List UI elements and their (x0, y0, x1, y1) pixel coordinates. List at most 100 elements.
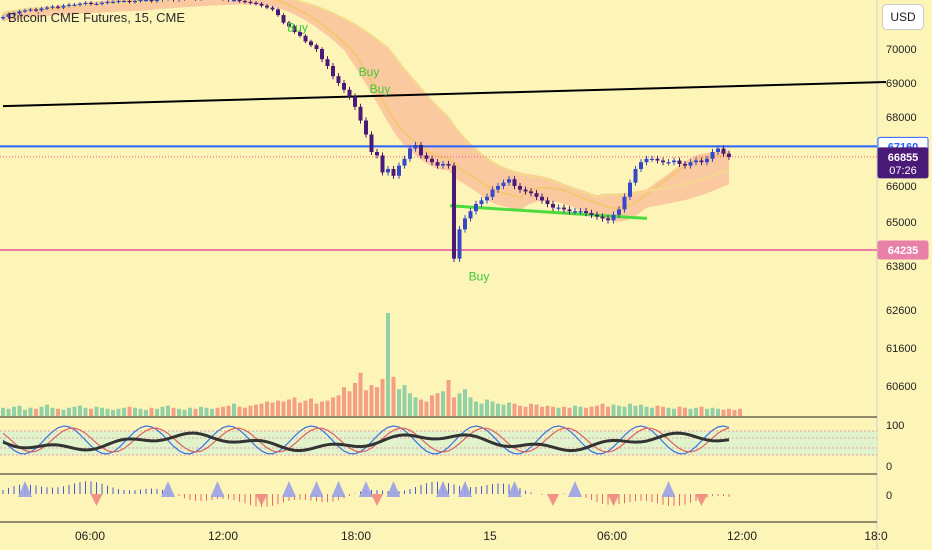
candle-body (589, 213, 594, 215)
time-tick-label: 18:00 (341, 529, 371, 543)
candle-body (650, 158, 654, 160)
volume-bar (138, 408, 143, 416)
volume-bar (320, 401, 324, 416)
candle-body (683, 163, 687, 166)
volume-bar (149, 407, 154, 416)
candle-body (688, 162, 693, 166)
candle-body (270, 7, 275, 10)
price-tick-label: 66000 (886, 181, 917, 193)
price-tick-label: 65000 (886, 217, 917, 229)
price-tick-label: 70000 (886, 44, 917, 56)
volume-bar (78, 405, 82, 416)
candle-body (540, 196, 544, 201)
candle-body (144, 0, 148, 2)
volume-bar (325, 400, 330, 416)
candle-body (358, 106, 363, 121)
volume-bar (353, 383, 357, 416)
candle-body (479, 200, 484, 204)
volume-bar (193, 408, 198, 416)
candle-body (320, 49, 324, 60)
volume-bar (116, 408, 121, 416)
candle-body (386, 169, 390, 173)
candle-body (518, 186, 522, 190)
volume-bar (545, 405, 550, 416)
volume-bar (534, 404, 539, 416)
volume-bar (347, 391, 352, 416)
volume-bar (628, 403, 632, 416)
time-tick-label: 06:00 (75, 529, 105, 543)
volume-bar (182, 409, 187, 416)
candle-body (655, 158, 660, 161)
volume-bar (595, 405, 599, 416)
candle-body (551, 204, 555, 208)
volume-bar (364, 390, 368, 416)
price-tick-label: 62600 (886, 305, 917, 317)
volume-bar (644, 406, 649, 416)
ema-slow-line (2, 0, 730, 199)
volume-bar (298, 402, 302, 416)
volume-bar (336, 395, 341, 416)
volume-bar (496, 403, 500, 416)
volume-bar (303, 400, 308, 416)
volume-bar (314, 403, 319, 416)
volume-bar (375, 387, 379, 416)
momentum-down-triangle (371, 494, 383, 506)
volume-bar (589, 406, 594, 416)
candle-body (12, 13, 16, 15)
price-label-text: 66855 (888, 152, 919, 164)
volume-bar (523, 406, 528, 416)
volume-bar (111, 409, 115, 416)
volume-bar (435, 393, 440, 416)
candle-body (17, 11, 22, 14)
volume-bar (710, 407, 715, 416)
price-pane-bg (0, 0, 877, 417)
volume-bar (413, 397, 418, 416)
volume-bar (452, 397, 456, 416)
candle-body (287, 22, 291, 27)
momentum-up-triangle (18, 481, 32, 497)
volume-bar (39, 406, 44, 416)
candle-body (353, 96, 357, 107)
candle-body (430, 158, 434, 163)
volume-bar (562, 406, 566, 416)
price-tick-label: 69000 (886, 78, 917, 90)
candle-body (67, 4, 71, 6)
candle-body (336, 76, 341, 83)
currency-button[interactable]: USD (882, 4, 924, 30)
candle-body (507, 179, 511, 183)
volume-bar (50, 407, 55, 416)
volume-bar (358, 372, 363, 416)
volume-bar (716, 408, 720, 416)
candle-body (677, 160, 682, 164)
candle-body (408, 148, 412, 159)
volume-bar (287, 399, 291, 416)
volume-bar (424, 401, 429, 416)
candle-body (243, 0, 247, 3)
candle-body (50, 6, 55, 8)
candle-body (23, 10, 27, 12)
volume-bar (270, 402, 275, 416)
volume-bar (578, 406, 583, 416)
volume-bar (342, 387, 346, 416)
stoch-mean-line (2, 431, 730, 453)
candle-body (529, 191, 533, 194)
momentum-up-triangle (507, 481, 522, 497)
volume-bar (540, 406, 544, 416)
candle-body (254, 2, 258, 5)
volume-bar (441, 391, 445, 416)
volume-bar (171, 407, 176, 416)
volume-bar (617, 405, 621, 416)
cloud-band (3, 0, 729, 222)
candle-body (56, 6, 60, 8)
volume-bar (573, 405, 577, 416)
buy-signal-label: Buy (370, 82, 391, 96)
buy-signal-label: Buy (469, 270, 490, 284)
momentum-up-triangle (436, 481, 450, 497)
volume-bar (61, 409, 66, 416)
volume-bar (419, 399, 423, 416)
volume-bar (672, 408, 676, 416)
candle-body (347, 89, 352, 97)
volume-bar (199, 406, 203, 416)
candle-body (694, 160, 698, 163)
